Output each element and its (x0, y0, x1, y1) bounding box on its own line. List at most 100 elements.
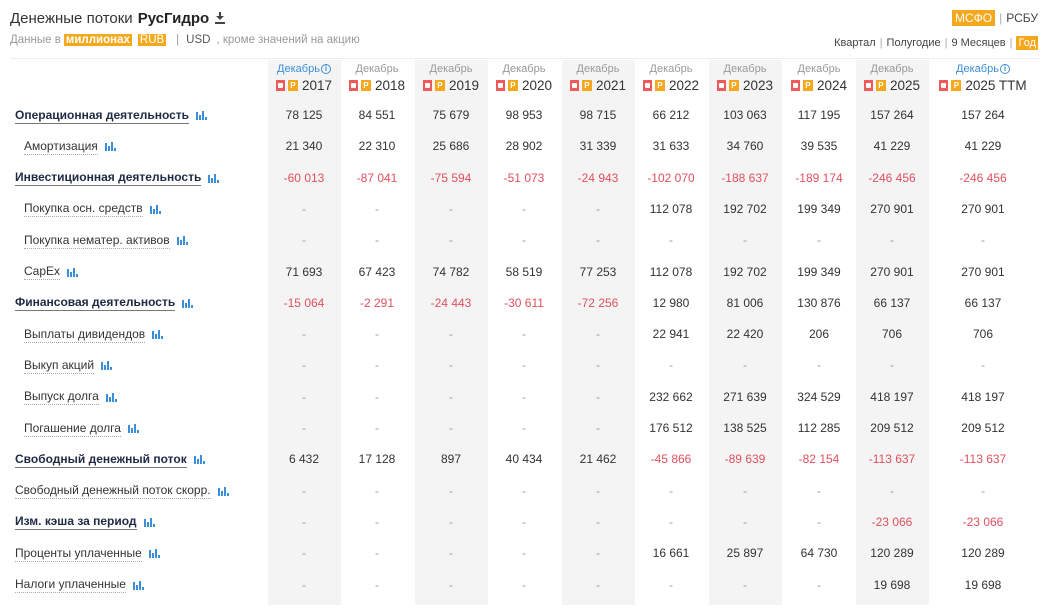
bar-chart-icon[interactable] (196, 110, 208, 120)
pdf-icon[interactable] (790, 79, 800, 91)
presentation-icon[interactable]: P (728, 79, 739, 91)
row-label-text[interactable]: Покупка осн. средств (24, 201, 143, 218)
row-label[interactable]: Проценты уплаченные (15, 545, 160, 562)
info-icon[interactable]: i (320, 64, 331, 74)
bar-chart-icon[interactable] (148, 548, 160, 559)
row-label[interactable]: Выплаты дивидендов (24, 326, 164, 343)
bar-chart-icon[interactable] (127, 423, 139, 433)
presentation-icon[interactable]: P (875, 79, 886, 91)
info-icon[interactable]: i (999, 64, 1010, 74)
row-label-text[interactable]: Инвестиционная деятельность (15, 170, 202, 187)
row-label[interactable]: Покупка нематер. активов (24, 232, 188, 249)
period-half-button[interactable]: Полугодие (886, 37, 941, 49)
row-label[interactable]: CapEx (24, 264, 79, 280)
row-label-text[interactable]: Налоги уплаченные (15, 577, 126, 593)
rsbu-button[interactable]: РСБУ (1006, 11, 1038, 25)
row-label[interactable]: Налоги уплаченные (15, 577, 144, 593)
period-quarter-button[interactable]: Квартал (834, 37, 876, 49)
row-label-text[interactable]: Амортизация (24, 138, 98, 155)
row-label[interactable]: Амортизация (24, 138, 116, 155)
column-year: 2018 (374, 77, 406, 93)
presentation-icon[interactable]: P (951, 79, 962, 91)
presentation-icon[interactable]: P (654, 79, 665, 91)
row-label[interactable]: Свободный денежный поток скорр. (15, 483, 229, 500)
row-label[interactable]: Покупка осн. средств (24, 201, 161, 218)
bar-chart-icon[interactable] (217, 486, 229, 496)
row-label[interactable]: Финансовая деятельность (15, 295, 194, 312)
month-label: Декабрь (576, 63, 620, 75)
msfo-button[interactable]: МСФО (951, 10, 996, 26)
column-header: Декабрь P 2025 (856, 62, 929, 93)
pdf-icon[interactable] (863, 79, 873, 91)
presentation-icon[interactable]: P (360, 79, 371, 91)
row-label[interactable]: Погашение долга (24, 420, 139, 437)
bar-chart-icon[interactable] (104, 141, 116, 152)
table-cell: - (449, 421, 453, 435)
pdf-icon[interactable] (275, 79, 285, 91)
download-icon[interactable] (215, 12, 226, 24)
row-label-text[interactable]: CapEx (24, 264, 61, 280)
bar-chart-icon[interactable] (132, 580, 144, 590)
pdf-icon[interactable] (939, 79, 949, 91)
table-cell: 21 462 (579, 452, 617, 467)
row-label-text[interactable]: Выкуп акций (24, 357, 95, 374)
table-cell: -60 013 (283, 170, 325, 185)
period-year-button[interactable]: Год (1016, 36, 1038, 50)
period-switch: Квартал | Полугодие | 9 Месяцев | Год (834, 36, 1038, 50)
row-label-text[interactable]: Выплаты дивидендов (24, 326, 146, 343)
unit-selector[interactable]: миллионах (63, 34, 132, 46)
bar-chart-icon[interactable] (182, 298, 194, 308)
pdf-icon[interactable] (642, 79, 652, 91)
pdf-icon[interactable] (495, 79, 505, 91)
presentation-icon[interactable]: P (507, 79, 518, 91)
row-label[interactable]: Операционная деятельность (15, 107, 208, 124)
column-month: Декабрь (488, 62, 561, 76)
bar-chart-icon[interactable] (176, 235, 188, 246)
row-label[interactable]: Изм. кэша за период (15, 514, 155, 531)
row-label[interactable]: Свободный денежный поток (15, 451, 205, 468)
month-label: Декабрь (429, 63, 473, 75)
column-stripe (855, 60, 929, 605)
table-cell: 22 941 (652, 327, 690, 342)
pdf-icon[interactable] (716, 79, 726, 91)
presentation-icon[interactable]: P (581, 79, 592, 91)
table-cell: 39 535 (800, 139, 838, 154)
table-cell: 199 349 (797, 264, 841, 279)
row-label-text[interactable]: Выпуск долга (24, 389, 99, 406)
row-label-text[interactable]: Свободный денежный поток (15, 451, 187, 468)
divider: | (1009, 37, 1013, 49)
bar-chart-icon[interactable] (193, 454, 205, 465)
period-nine-button[interactable]: 9 Месяцев (951, 37, 1006, 49)
bar-chart-icon[interactable] (101, 360, 113, 371)
pdf-icon[interactable] (569, 79, 579, 91)
bar-chart-icon[interactable] (208, 173, 220, 183)
column-header: Декабрь P 2022 (635, 62, 708, 93)
row-label-text[interactable]: Погашение долга (24, 420, 121, 437)
row-label[interactable]: Выкуп акций (24, 357, 113, 374)
bar-chart-icon[interactable] (149, 204, 161, 214)
pdf-icon[interactable] (422, 79, 432, 91)
row-label-text[interactable]: Свободный денежный поток скорр. (15, 483, 211, 500)
row-label-text[interactable]: Изм. кэша за период (15, 514, 137, 531)
row-label-text[interactable]: Проценты уплаченные (15, 545, 142, 562)
bar-chart-icon[interactable] (152, 329, 164, 340)
currency-rub-button[interactable]: RUB (137, 34, 167, 46)
presentation-icon[interactable]: P (802, 79, 813, 91)
row-label-text[interactable]: Покупка нематер. активов (24, 232, 170, 249)
row-label-text[interactable]: Операционная деятельность (15, 107, 190, 124)
table-cell: 98 953 (505, 108, 543, 122)
table-cell: 25 897 (726, 546, 764, 561)
bar-chart-icon[interactable] (67, 267, 79, 277)
currency-usd-button[interactable]: USD (186, 34, 211, 46)
bar-chart-icon[interactable] (143, 517, 155, 527)
row-label[interactable]: Выпуск долга (24, 389, 117, 406)
row-label[interactable]: Инвестиционная деятельность (15, 170, 220, 187)
pdf-icon[interactable] (348, 79, 358, 91)
row-label-text[interactable]: Финансовая деятельность (15, 295, 176, 312)
bar-chart-icon[interactable] (105, 392, 117, 402)
table-cell: - (375, 514, 379, 529)
table-cell: - (375, 327, 379, 342)
presentation-icon[interactable]: P (434, 79, 445, 91)
presentation-icon[interactable]: P (287, 79, 298, 91)
table-cell: -82 154 (798, 452, 840, 467)
